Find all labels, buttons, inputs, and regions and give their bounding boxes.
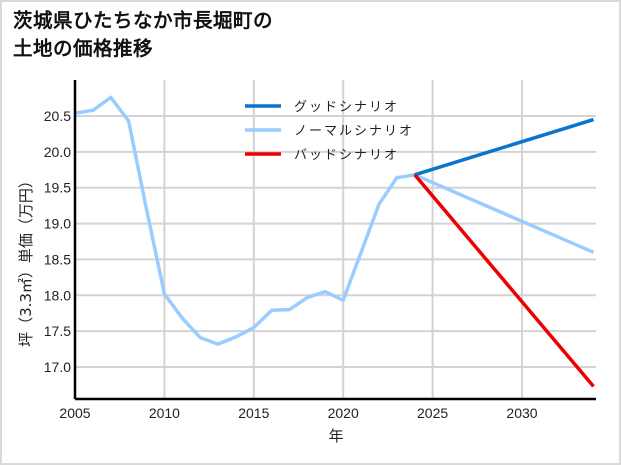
series-line-0 <box>414 117 595 177</box>
x-tick-label: 2015 <box>238 405 269 421</box>
x-tick-label: 2025 <box>417 405 448 421</box>
y-tick-label: 19.0 <box>44 216 71 232</box>
y-tick-labels: 17.0 17.5 18.0 18.5 19.0 19.5 20.0 20.5 <box>44 108 71 375</box>
chart-title-line1: 茨城県ひたちなか市長堀町の <box>13 9 274 32</box>
x-tick-label: 2005 <box>59 405 90 421</box>
x-tick-label: 2010 <box>149 405 180 421</box>
y-tick-label: 17.0 <box>44 359 71 375</box>
legend-item: グッドシナリオ <box>245 100 399 115</box>
chart-title-line2: 土地の価格推移 <box>13 37 154 60</box>
series-line-1 <box>74 95 595 346</box>
axes <box>73 80 596 401</box>
legend-item: バッドシナリオ <box>245 148 399 163</box>
series-line-2 <box>413 173 595 388</box>
y-axis-label: 坪（3.3㎡）単価（万円） <box>17 173 35 347</box>
legend-label: ノーマルシナリオ <box>294 124 414 139</box>
y-tick-label: 17.5 <box>44 323 71 339</box>
grid-lines <box>75 80 596 399</box>
x-axis-label: 年 <box>328 427 343 445</box>
y-tick-label: 18.5 <box>44 251 71 267</box>
y-tick-label: 20.5 <box>44 108 71 124</box>
x-tick-label: 2030 <box>506 405 537 421</box>
y-tick-label: 19.5 <box>44 180 71 196</box>
y-tick-label: 18.0 <box>44 287 71 303</box>
legend-item: ノーマルシナリオ <box>245 124 414 139</box>
y-tick-label: 20.0 <box>44 144 71 160</box>
legend-label: バッドシナリオ <box>294 148 399 163</box>
legend-label: グッドシナリオ <box>294 100 399 115</box>
chart-title: 茨城県ひたちなか市長堀町の 土地の価格推移 <box>13 7 273 63</box>
x-tick-label: 2020 <box>328 405 359 421</box>
data-lines <box>74 95 595 388</box>
x-tick-labels: 2005 2010 2015 2020 2025 2030 <box>59 405 537 421</box>
